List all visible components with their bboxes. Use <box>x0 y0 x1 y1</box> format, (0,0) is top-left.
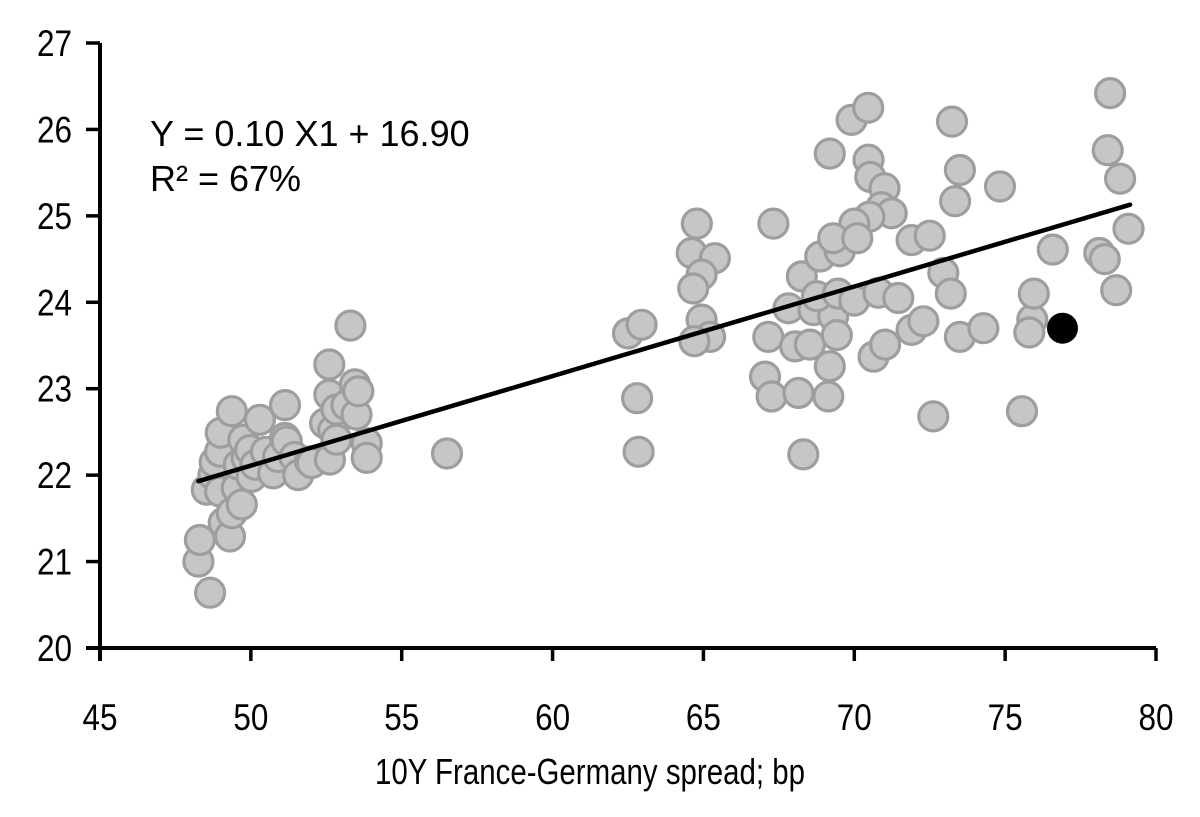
y-tick-label: 25 <box>37 196 72 237</box>
data-point <box>1088 243 1121 276</box>
data-point <box>215 395 248 428</box>
data-point <box>907 305 940 338</box>
data-point <box>813 137 846 170</box>
data-point <box>782 376 815 410</box>
data-point <box>917 400 950 433</box>
y-tick-label: 26 <box>37 109 72 150</box>
y-tick-label: 21 <box>37 542 72 583</box>
data-point <box>938 185 972 218</box>
data-point <box>787 438 820 471</box>
data-point <box>1103 162 1137 195</box>
data-point <box>967 312 1000 345</box>
r-squared-label: R² = 67% <box>150 158 301 199</box>
data-point <box>1093 76 1127 110</box>
data-point <box>935 105 969 138</box>
data-point <box>1100 274 1133 307</box>
trend-line <box>196 202 1133 484</box>
data-point <box>1017 277 1050 310</box>
data-point <box>622 435 655 468</box>
data-point <box>268 389 302 422</box>
x-tick-label: 55 <box>384 697 419 738</box>
x-axis-title: 10Y France-Germany spread; bp <box>375 751 805 792</box>
data-point <box>913 219 946 252</box>
data-point <box>1005 395 1039 428</box>
data-point <box>812 380 845 413</box>
data-point <box>194 576 227 609</box>
x-tick-label: 65 <box>686 697 721 738</box>
data-point <box>625 308 658 341</box>
data-point <box>313 348 346 381</box>
data-point <box>757 207 790 240</box>
data-point <box>820 319 853 352</box>
data-point <box>852 91 885 124</box>
x-tick-label: 45 <box>83 697 118 738</box>
data-point <box>1112 212 1145 245</box>
data-point <box>1091 134 1124 167</box>
data-point <box>752 320 785 353</box>
data-point <box>677 272 710 305</box>
y-tick-label: 27 <box>37 23 72 64</box>
data-point <box>934 277 967 310</box>
x-tick-label: 70 <box>837 697 872 738</box>
data-point <box>813 350 846 383</box>
x-tick-label: 60 <box>535 697 570 738</box>
data-point <box>755 380 788 413</box>
data-point <box>1036 233 1069 266</box>
x-tick-label: 80 <box>1139 697 1174 738</box>
x-tick-label: 75 <box>988 697 1023 738</box>
data-point <box>868 328 902 361</box>
data-point <box>620 382 654 415</box>
data-point <box>225 488 258 521</box>
data-point <box>983 170 1017 203</box>
data-point <box>334 309 367 342</box>
y-tick-label: 24 <box>37 282 72 323</box>
data-point <box>943 153 977 187</box>
y-tick-label: 20 <box>37 628 72 669</box>
data-point <box>680 207 713 240</box>
data-point <box>350 441 383 474</box>
x-tick-label: 50 <box>233 697 268 738</box>
data-point <box>243 403 276 436</box>
data-point <box>1013 316 1046 349</box>
data-point <box>430 437 464 470</box>
data-point <box>841 222 874 255</box>
data-point <box>882 281 915 315</box>
data-point <box>342 375 375 408</box>
y-tick-label: 23 <box>37 369 72 410</box>
regression-equation-label: Y = 0.10 X1 + 16.90 <box>150 113 470 154</box>
y-tick-label: 22 <box>37 455 72 496</box>
highlight-point <box>1047 312 1078 344</box>
